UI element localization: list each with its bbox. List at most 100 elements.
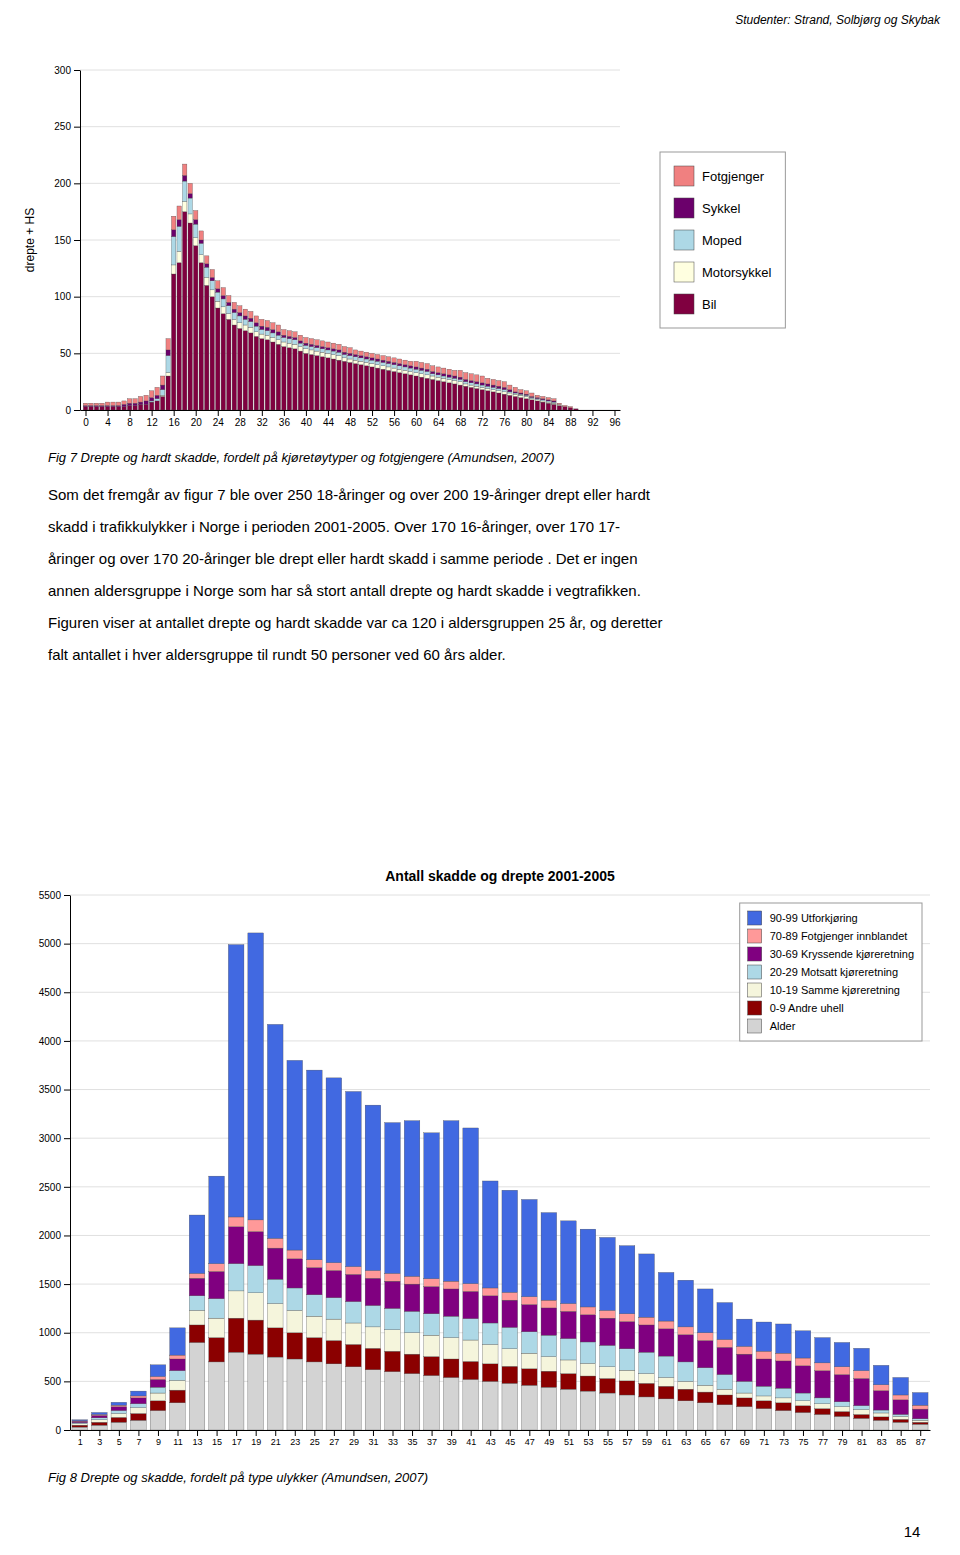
- bar-segment: [557, 404, 561, 405]
- bar-segment: [535, 401, 539, 410]
- bar-segment: [249, 311, 253, 318]
- x-tick-mark: [119, 1430, 120, 1436]
- y-axis: 050100150200250300: [54, 65, 80, 416]
- bar-segment: [397, 359, 401, 364]
- legend-swatch: [748, 1019, 762, 1033]
- bar-segment: [795, 1358, 811, 1366]
- bar-segment: [815, 1363, 831, 1371]
- bar-segment: [502, 382, 506, 388]
- bar-segment: [346, 1344, 362, 1366]
- bar-segment: [122, 407, 126, 410]
- bar-segment: [166, 350, 170, 356]
- bar-segment: [513, 393, 517, 394]
- bar-segment: [131, 1396, 147, 1398]
- bar-segment: [491, 385, 495, 387]
- bar-segment: [381, 366, 385, 369]
- bar-segment: [160, 396, 164, 410]
- bar-segment: [298, 347, 302, 352]
- bar-segment: [170, 1380, 186, 1390]
- y-tick-mark: [64, 992, 70, 993]
- bar-segment: [205, 277, 209, 285]
- x-tick-label: 57: [623, 1437, 633, 1447]
- x-tick-mark: [764, 1430, 765, 1436]
- bar-segment: [443, 1338, 459, 1359]
- bar-segment: [541, 1308, 557, 1335]
- bar-segment: [342, 354, 346, 357]
- y-tick-mark: [64, 944, 70, 945]
- x-tick: 11: [173, 1430, 182, 1447]
- bar-segment: [381, 369, 385, 410]
- bar-segment: [419, 374, 423, 377]
- bar-segment: [298, 335, 302, 341]
- bar-segment: [585, 410, 589, 411]
- bar-segment: [430, 371, 434, 373]
- legend-label: Alder: [770, 1020, 796, 1032]
- x-tick-mark: [686, 1430, 687, 1436]
- x-tick-label: 79: [838, 1437, 848, 1447]
- legend-swatch: [674, 294, 694, 314]
- bar-segment: [385, 1351, 401, 1371]
- x-tick: 83: [877, 1430, 887, 1447]
- bar-segment: [678, 1327, 694, 1335]
- bar-segment: [276, 344, 280, 410]
- x-tick-mark: [394, 410, 395, 416]
- bar-segment: [717, 1340, 733, 1348]
- bar-segment: [309, 347, 313, 350]
- y-tick-mark: [74, 410, 80, 411]
- bar-segment: [502, 1327, 518, 1348]
- bar-segment: [541, 396, 545, 398]
- x-tick-label: 55: [603, 1437, 613, 1447]
- bar-segment: [508, 393, 512, 395]
- bar-segment: [678, 1401, 694, 1430]
- x-tick: 59: [642, 1430, 652, 1447]
- bar-segment: [697, 1333, 713, 1341]
- bar-segment: [144, 401, 148, 404]
- y-tick-label: 2000: [39, 1230, 62, 1241]
- bar-segment: [348, 362, 352, 410]
- x-tick-mark: [614, 410, 615, 416]
- x-tick-mark: [526, 410, 527, 416]
- bar-segment: [541, 402, 545, 410]
- bar-segment: [776, 1353, 792, 1361]
- bar-segment: [287, 1333, 303, 1359]
- bar-segment: [441, 378, 445, 381]
- bar-segment: [307, 1260, 323, 1268]
- bar-segment: [600, 1318, 616, 1345]
- bar-segment: [458, 377, 462, 379]
- bar-segment: [359, 361, 363, 364]
- x-tick: 81: [857, 1430, 867, 1447]
- bar-segment: [116, 406, 120, 407]
- bar-segment: [386, 367, 390, 370]
- bar-segment: [189, 1278, 205, 1296]
- bar-segment: [188, 194, 192, 199]
- grid-line: [70, 1089, 930, 1090]
- bar-segment: [441, 382, 445, 410]
- bar-segment: [83, 407, 87, 410]
- bar-segment: [678, 1280, 694, 1327]
- bar-segment: [854, 1371, 870, 1379]
- grid-line: [70, 1138, 930, 1139]
- bar-segment: [304, 353, 308, 410]
- bar-segment: [170, 1359, 186, 1371]
- y-axis-line: [80, 71, 81, 411]
- bar-segment: [287, 1259, 303, 1288]
- bar-segment: [337, 356, 341, 361]
- bar-segment: [199, 255, 203, 263]
- bar-segment: [375, 354, 379, 359]
- page: Studenter: Strand, Solbjørg og SkybakSom…: [0, 0, 960, 1555]
- bar-segment: [541, 400, 545, 401]
- bar-segment: [717, 1347, 733, 1374]
- bar-segment: [601, 410, 605, 411]
- bar-segment: [524, 391, 528, 394]
- y-tick-mark: [74, 183, 80, 184]
- x-tick-label: 19: [251, 1437, 261, 1447]
- x-tick-mark: [881, 1430, 882, 1436]
- bar-segment: [150, 1401, 166, 1411]
- x-tick-label: 7: [136, 1437, 141, 1447]
- x-tick-label: 4: [105, 417, 111, 428]
- x-tick-label: 49: [544, 1437, 554, 1447]
- x-tick: 8: [127, 410, 133, 428]
- bar-segment: [737, 1346, 753, 1354]
- bar-segment: [480, 383, 484, 385]
- bar-segment: [873, 1413, 889, 1417]
